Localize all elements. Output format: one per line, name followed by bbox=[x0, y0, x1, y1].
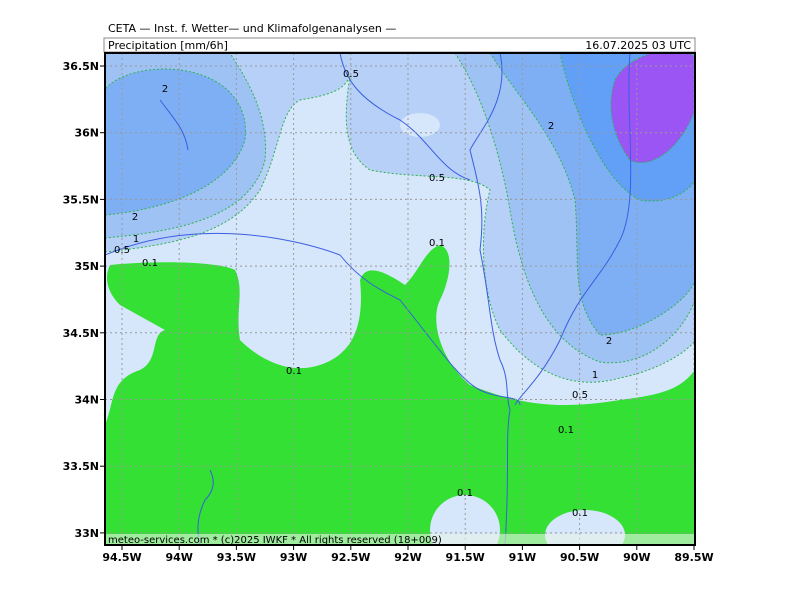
contour-label: 1 bbox=[592, 370, 598, 381]
lon-label: 92W bbox=[394, 551, 421, 564]
lat-label: 36.5N bbox=[63, 60, 99, 73]
lon-label: 94.5W bbox=[102, 551, 141, 564]
header-title: CETA — Inst. f. Wetter— und Klimafolgena… bbox=[108, 22, 396, 35]
map-frame bbox=[104, 52, 696, 546]
contour-label: 0.1 bbox=[429, 238, 445, 249]
contour-label: 0.1 bbox=[457, 488, 473, 499]
contour-label: 0.5 bbox=[114, 245, 130, 256]
river bbox=[105, 232, 521, 406]
precip-field: 0.5 2 2 0.5 2 1 0.5 0.1 0.1 2 0.1 1 0.5 … bbox=[105, 53, 695, 546]
contour-label: 0.1 bbox=[286, 366, 302, 377]
river bbox=[339, 53, 471, 181]
level-10 bbox=[610, 53, 695, 164]
lat-label: 34N bbox=[74, 394, 99, 407]
lon-label: 92.5W bbox=[331, 551, 370, 564]
lat-label: 35.5N bbox=[63, 193, 99, 206]
river bbox=[197, 469, 214, 545]
lat-label: 36N bbox=[74, 127, 99, 140]
lon-label: 91W bbox=[509, 551, 536, 564]
contour-label: 2 bbox=[548, 121, 554, 132]
level-0.1-green bbox=[105, 245, 695, 545]
level-0.1-hole bbox=[430, 495, 500, 545]
lon-label: 90.5W bbox=[560, 551, 599, 564]
contour-label: 2 bbox=[132, 212, 138, 223]
contour-label: 2 bbox=[162, 84, 168, 95]
lon-label: 89.5W bbox=[674, 551, 713, 564]
footer-band bbox=[105, 534, 695, 545]
level-2-west bbox=[105, 68, 247, 216]
river bbox=[469, 53, 511, 545]
lon-label: 90W bbox=[623, 551, 650, 564]
river bbox=[514, 53, 632, 406]
contour-label: 2 bbox=[606, 336, 612, 347]
footer: meteo-services.com * (c)2025 IWKF * All … bbox=[108, 535, 442, 546]
valid-time: 16.07.2025 03 UTC bbox=[585, 39, 691, 52]
contour-label: 0.5 bbox=[343, 69, 359, 80]
lat-label: 34.5N bbox=[63, 327, 99, 340]
contour-label: 0.5 bbox=[572, 390, 588, 401]
contour-label: 0.1 bbox=[558, 425, 574, 436]
lon-label: 93.5W bbox=[217, 551, 256, 564]
lon-label: 93W bbox=[280, 551, 307, 564]
contour-label: 0.1 bbox=[572, 508, 588, 519]
contour-label: 0.5 bbox=[429, 173, 445, 184]
level-0.1-hole bbox=[400, 113, 440, 137]
contour-label: 1 bbox=[133, 234, 139, 245]
lat-label: 35N bbox=[74, 260, 99, 273]
parameter: Precipitation [mm/6h] bbox=[108, 39, 228, 52]
lat-label: 33N bbox=[74, 527, 99, 540]
lon-label: 91.5W bbox=[446, 551, 485, 564]
river bbox=[159, 99, 189, 151]
lon-label: 94W bbox=[165, 551, 192, 564]
contour-label: 0.1 bbox=[142, 258, 158, 269]
lat-label: 33.5N bbox=[63, 460, 99, 473]
